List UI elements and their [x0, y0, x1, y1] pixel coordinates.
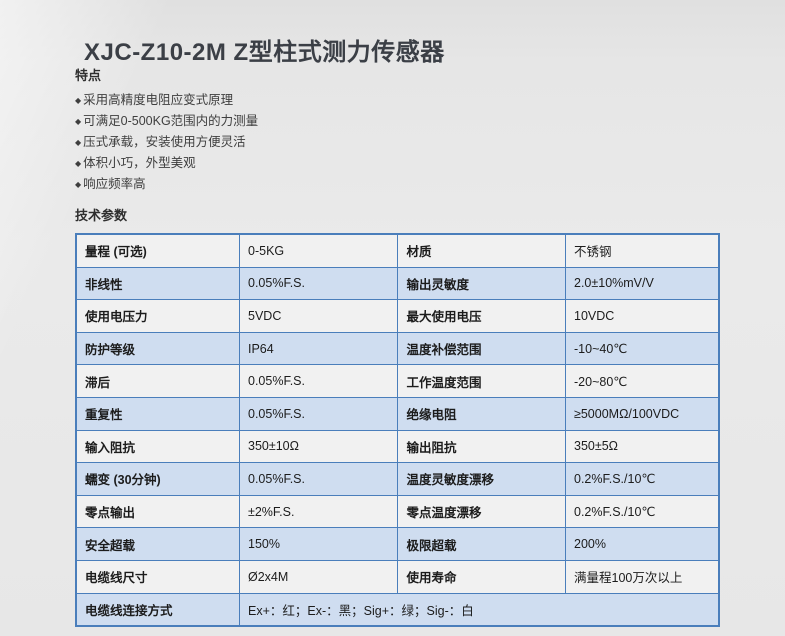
diamond-bullet-icon: ◆	[75, 96, 82, 105]
spec-label-cell: 温度灵敏度漂移	[397, 462, 566, 496]
spec-label-cell: 滞后	[75, 364, 240, 398]
spec-row: 重复性 0.05%F.S. 绝缘电阻 ≥5000MΩ/100VDC	[75, 396, 720, 431]
features-heading: 特点	[75, 68, 102, 83]
feature-text: 采用高精度电阻应变式原理	[83, 93, 234, 107]
spec-label-cell: 使用电压力	[75, 299, 240, 333]
specs-table: 量程 (可选) 0-5KG 材质 不锈钢 非线性 0.05%F.S. 输出灵敏度 2.0±10…	[75, 233, 720, 628]
spec-label-cell: 使用寿命	[397, 559, 566, 594]
spec-label-cell: 最大使用电压	[397, 299, 566, 333]
spec-value-cell: -20~80℃	[565, 364, 720, 398]
spec-label-cell: 防护等级	[75, 331, 240, 366]
feature-text: 压式承载，安装使用方便灵活	[83, 135, 246, 149]
spec-row: 使用电压力 5VDC 最大使用电压 10VDC	[75, 299, 720, 333]
spec-row: 零点输出 ±2%F.S. 零点温度漂移 0.2%F.S./10℃	[75, 494, 720, 529]
spec-value-cell: 0.2%F.S./10℃	[565, 462, 720, 496]
feature-text: 体积小巧，外型美观	[83, 156, 196, 170]
spec-label-cell: 温度补偿范围	[397, 331, 566, 366]
spec-row: 输入阻抗 350±10Ω 输出阻抗 350±5Ω	[75, 429, 720, 464]
spec-value-cell: 0.05%F.S.	[238, 462, 399, 496]
feature-item: ◆ 可满足0-500KG范围内的力测量	[75, 111, 695, 132]
spec-row: 滞后 0.05%F.S. 工作温度范围 -20~80℃	[75, 364, 720, 398]
features-section: 特点 ◆ 采用高精度电阻应变式原理 ◆ 可满足0-500KG范围内的力测量 ◆ 压式承载，…	[75, 65, 695, 195]
spec-label-cell: 零点温度漂移	[397, 494, 566, 529]
spec-value-cell: 5VDC	[238, 299, 399, 333]
spec-label-cell: 电缆线连接方式	[75, 592, 240, 627]
spec-row: 防护等级 IP64 温度补偿范围 -10~40℃	[75, 331, 720, 366]
spec-value-cell: 2.0±10%mV/V	[565, 266, 720, 301]
spec-label-cell: 安全超载	[75, 527, 240, 561]
diamond-bullet-icon: ◆	[75, 117, 82, 126]
feature-item: ◆ 压式承载，安装使用方便灵活	[75, 132, 695, 153]
spec-label-cell: 电缆线尺寸	[75, 559, 240, 594]
spec-value-cell: 满量程100万次以上	[565, 559, 720, 594]
specs-heading: 技术参数	[75, 208, 128, 223]
spec-value-cell: ±2%F.S.	[238, 494, 399, 529]
spec-value-cell: 10VDC	[565, 299, 720, 333]
spec-row: 蠕变 (30分钟) 0.05%F.S. 温度灵敏度漂移 0.2%F.S./10℃	[75, 462, 720, 496]
spec-label-cell: 非线性	[75, 266, 240, 301]
feature-item: ◆ 响应频率高	[75, 174, 695, 195]
spec-label-cell: 零点输出	[75, 494, 240, 529]
spec-row: 电缆线连接方式 Ex+：红；Ex-：黑；Sig+：绿；Sig-：白	[75, 592, 720, 627]
spec-value-cell: ≥5000MΩ/100VDC	[565, 396, 720, 431]
feature-text: 可满足0-500KG范围内的力测量	[83, 114, 259, 128]
spec-value-cell: 350±10Ω	[238, 429, 399, 464]
spec-value-cell: 0.2%F.S./10℃	[565, 494, 720, 529]
spec-value-cell: 150%	[238, 527, 399, 561]
spec-value-cell: 0-5KG	[238, 233, 399, 268]
spec-value-cell: -10~40℃	[565, 331, 720, 366]
spec-label-cell: 极限超载	[397, 527, 566, 561]
spec-value-cell: 200%	[565, 527, 720, 561]
spec-row: 非线性 0.05%F.S. 输出灵敏度 2.0±10%mV/V	[75, 266, 720, 301]
spec-value-cell: 不锈钢	[565, 233, 720, 268]
spec-row: 量程 (可选) 0-5KG 材质 不锈钢	[75, 233, 720, 268]
spec-row: 安全超载 150% 极限超载 200%	[75, 527, 720, 561]
diamond-bullet-icon: ◆	[75, 159, 82, 168]
spec-label-cell: 输出阻抗	[397, 429, 566, 464]
spec-value-cell: IP64	[238, 331, 399, 366]
spec-label-cell: 重复性	[75, 396, 240, 431]
diamond-bullet-icon: ◆	[75, 180, 82, 189]
spec-label-cell: 工作温度范围	[397, 364, 566, 398]
spec-label-cell: 材质	[397, 233, 566, 268]
spec-label-cell: 输出灵敏度	[397, 266, 566, 301]
spec-label-cell: 绝缘电阻	[397, 396, 566, 431]
feature-item: ◆ 体积小巧，外型美观	[75, 153, 695, 174]
spec-value-cell: 0.05%F.S.	[238, 396, 399, 431]
spec-value-cell: 0.05%F.S.	[238, 364, 399, 398]
spec-value-cell: 350±5Ω	[565, 429, 720, 464]
feature-list: ◆ 采用高精度电阻应变式原理 ◆ 可满足0-500KG范围内的力测量 ◆ 压式承载，安装使…	[75, 90, 695, 195]
spec-value-cell: Ex+：红；Ex-：黑；Sig+：绿；Sig-：白	[239, 592, 720, 627]
spec-label-cell: 蠕变 (30分钟)	[75, 462, 240, 496]
spec-row: 电缆线尺寸 Ø2x4M 使用寿命 满量程100万次以上	[75, 559, 720, 594]
spec-label-cell: 量程 (可选)	[75, 233, 240, 268]
feature-text: 响应频率高	[83, 177, 146, 191]
page-title: XJC-Z10-2M Z型柱式测力传感器	[84, 39, 445, 67]
spec-label-cell: 输入阻抗	[75, 429, 240, 464]
feature-item: ◆ 采用高精度电阻应变式原理	[75, 90, 695, 111]
spec-value-cell: 0.05%F.S.	[238, 266, 399, 301]
spec-value-cell: Ø2x4M	[238, 559, 399, 594]
diamond-bullet-icon: ◆	[75, 138, 82, 147]
